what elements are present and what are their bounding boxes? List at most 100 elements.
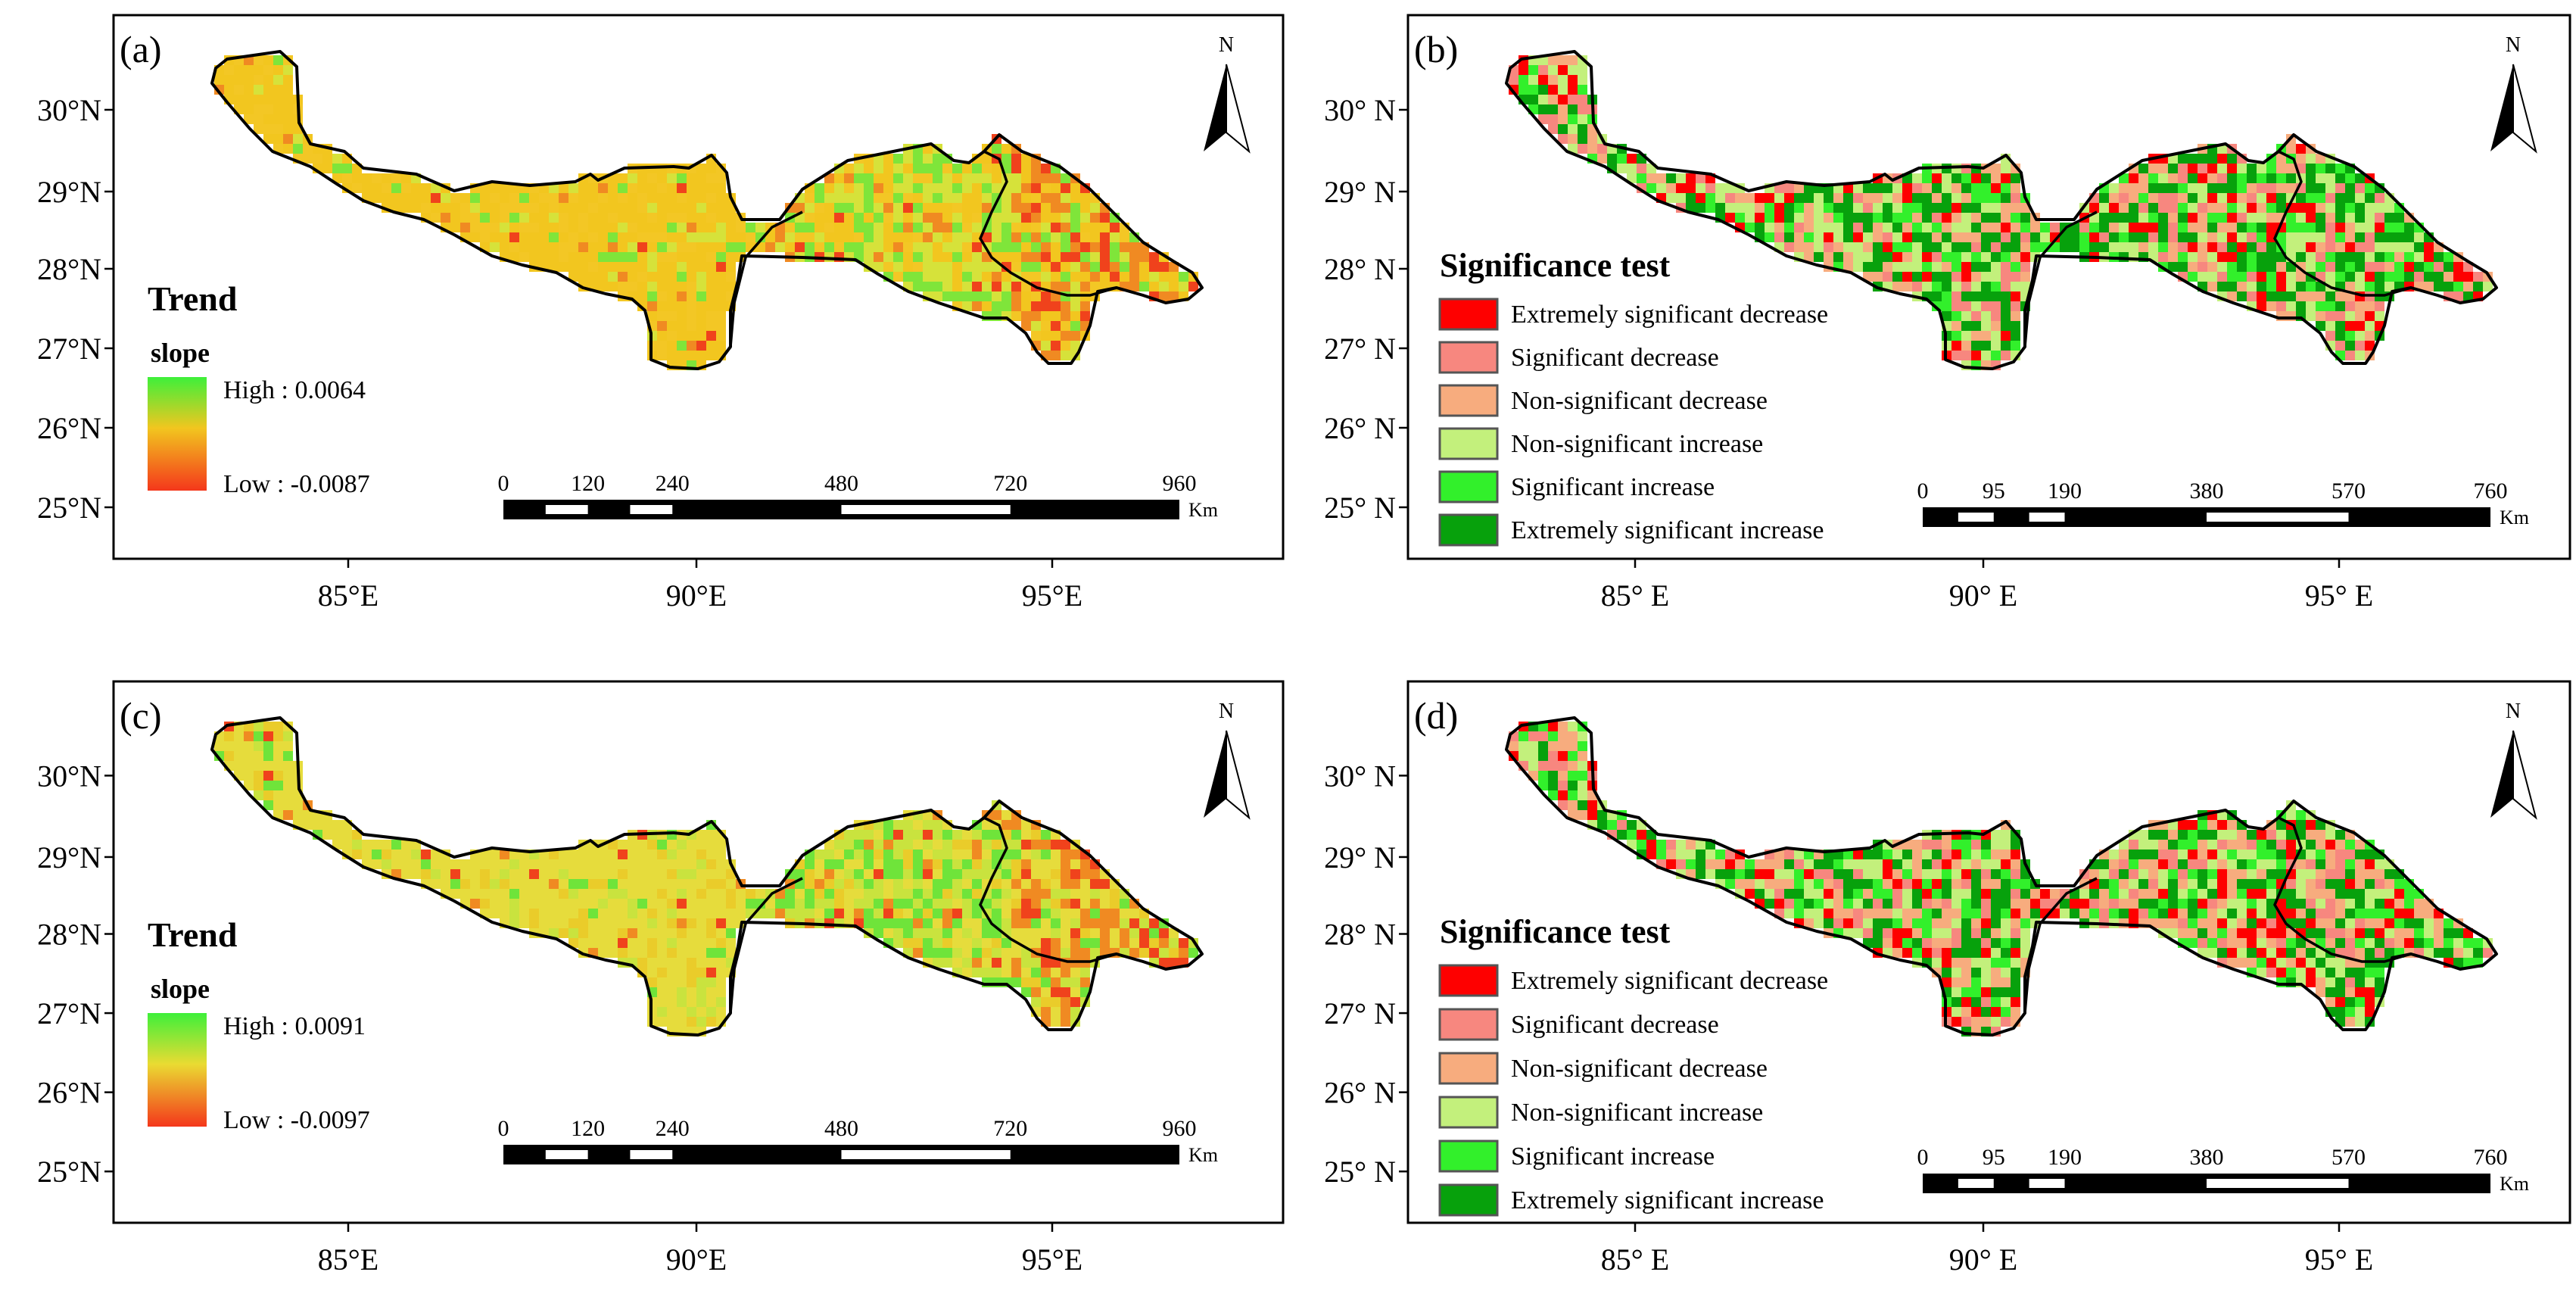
- scale-tick-label: 760: [2474, 1145, 2508, 1170]
- lat-label: 25°N: [37, 1155, 101, 1189]
- map-frame: [112, 14, 1285, 560]
- lat-label: 29° N: [1324, 175, 1396, 209]
- scale-tick-label: 240: [656, 1116, 690, 1141]
- subbasin-boundary: [979, 816, 1117, 963]
- north-label: N: [1219, 33, 1234, 57]
- north-arrow-icon: [1204, 731, 1226, 818]
- scale-tick-label: 480: [824, 1116, 858, 1141]
- legend-item-label: Extremely significant increase: [1511, 516, 1824, 544]
- legend-swatch: [1438, 1096, 1499, 1129]
- scale-bar: 0 120 240 480 720 960 Km: [498, 1116, 1219, 1166]
- legend-swatch: [1438, 298, 1499, 331]
- scale-tick-label: 190: [2048, 479, 2082, 503]
- legend-swatch: [1438, 341, 1499, 374]
- lat-label: 30°N: [37, 759, 101, 793]
- subbasin-boundary: [729, 877, 803, 1014]
- legend-item-label: Significant increase: [1511, 473, 1715, 501]
- lon-label: 90°E: [666, 1242, 727, 1277]
- scale-tick-label: 960: [1163, 1116, 1197, 1141]
- legend-swatch: [1438, 1008, 1499, 1041]
- lon-label: 85°E: [318, 1242, 378, 1277]
- legend-title: Trend: [148, 279, 238, 318]
- scale-tick-label: 570: [2331, 1145, 2366, 1170]
- legend-color-ramp: [148, 377, 207, 491]
- north-arrow-icon-half: [1226, 730, 1251, 820]
- legend-swatch: [1438, 1183, 1499, 1217]
- lat-label: 30° N: [1324, 93, 1396, 127]
- lat-label: 28° N: [1324, 918, 1396, 952]
- map-panel-d: 30° N 29° N 28° N 27° N 26° N 25° N 85° E 90° E…: [1324, 680, 2571, 1277]
- lat-label: 28°N: [37, 252, 101, 286]
- lat-label: 30° N: [1324, 759, 1396, 793]
- lon-label: 95° E: [2305, 578, 2373, 613]
- scale-tick-label: 720: [993, 471, 1027, 496]
- legend-item-label: Non-significant decrease: [1511, 387, 1768, 415]
- lat-label: 29° N: [1324, 840, 1396, 874]
- legend-item-label: Non-significant decrease: [1511, 1055, 1768, 1083]
- scale-tick-label: 240: [656, 471, 690, 496]
- north-arrow-icon: [2490, 64, 2513, 151]
- raster-pixels: [1509, 55, 2493, 370]
- lon-label: 90°E: [666, 578, 727, 613]
- legend-swatch: [1438, 1052, 1499, 1085]
- lat-label: 26°N: [37, 411, 101, 445]
- north-arrow-icon: [2490, 731, 2513, 818]
- subbasin-boundary: [729, 210, 803, 348]
- legend-item-label: Extremely significant increase: [1511, 1186, 1824, 1214]
- lon-label: 85° E: [1601, 578, 1669, 613]
- legend-title: Trend: [148, 915, 238, 954]
- scale-tick-label: 480: [824, 471, 858, 496]
- map-frame: [1406, 680, 2571, 1224]
- north-label: N: [2506, 700, 2521, 723]
- lon-label: 95° E: [2305, 1242, 2373, 1277]
- basin-outline: [210, 50, 1204, 370]
- subbasin-boundary: [2023, 877, 2098, 1014]
- north-label: N: [1219, 700, 1234, 723]
- scale-bar: 0 120 240 480 720 960 Km: [498, 471, 1219, 521]
- north-arrow-icon-half: [2512, 64, 2537, 154]
- north-label: N: [2506, 33, 2521, 57]
- legend-swatch: [1438, 384, 1499, 417]
- legend-high: High : 0.0091: [223, 1012, 366, 1040]
- scale-bar: 0 95 190 380 570 760 Km: [1917, 1145, 2530, 1195]
- map-panel-c: 30°N 29°N 28°N 27°N 26°N 25°N 85°E 90°E 95°E (c) N…: [37, 680, 1285, 1277]
- legend-swatch: [1438, 513, 1499, 547]
- scale-bar: 0 95 190 380 570 760 Km: [1917, 479, 2530, 528]
- panel-label: (b): [1414, 28, 1458, 70]
- lon-label: 95°E: [1022, 578, 1082, 613]
- basin-outline: [210, 716, 1204, 1037]
- map-panel-a: 30°N 29°N 28°N 27°N 26°N 25°N 85°E 90°E 95°E (a) N…: [37, 14, 1285, 613]
- lat-label: 26° N: [1324, 1076, 1396, 1110]
- subbasin-boundary: [2023, 210, 2098, 348]
- subbasin-boundary: [2273, 150, 2412, 297]
- basin-outline: [1505, 50, 2498, 370]
- legend-color-ramp: [148, 1013, 207, 1127]
- lat-label: 25° N: [1324, 1155, 1396, 1189]
- scale-tick-label: 120: [571, 1116, 605, 1141]
- scale-tick-label: 0: [498, 471, 509, 496]
- legend-item-label: Extremely significant decrease: [1511, 301, 1828, 329]
- lon-label: 85° E: [1601, 1242, 1669, 1277]
- scale-tick-label: 0: [1917, 479, 1929, 503]
- scale-tick-label: 95: [1983, 1145, 2005, 1170]
- lat-label: 26°N: [37, 1076, 101, 1110]
- legend-low: Low : -0.0087: [223, 470, 370, 498]
- basin-outline: [1505, 716, 2498, 1037]
- lon-label: 90° E: [1949, 1242, 2017, 1277]
- lat-label: 30°N: [37, 93, 101, 127]
- map-panel-b: 30° N 29° N 28° N 27° N 26° N 25° N 85° E 90° E…: [1324, 14, 2571, 613]
- legend-swatch: [1438, 470, 1499, 503]
- legend-swatch: [1438, 1139, 1499, 1173]
- scale-tick-label: 95: [1983, 479, 2005, 503]
- legend-subtitle: slope: [151, 338, 210, 368]
- scale-tick-label: 380: [2190, 479, 2224, 503]
- panel-label: (a): [120, 28, 162, 70]
- legend-item-label: Extremely significant decrease: [1511, 967, 1828, 995]
- map-frame: [112, 680, 1285, 1224]
- lat-label: 28° N: [1324, 252, 1396, 286]
- raster-pixels: [214, 55, 1198, 370]
- raster-pixels: [214, 722, 1198, 1037]
- legend-subtitle: slope: [151, 974, 210, 1004]
- subbasin-boundary: [2273, 816, 2412, 963]
